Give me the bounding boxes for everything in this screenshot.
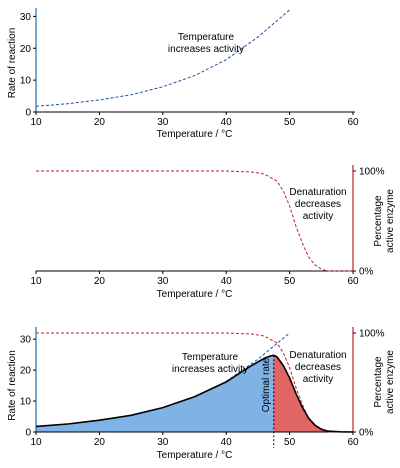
annotation-line-1: Denaturation	[289, 187, 346, 198]
y-axis-title-line-2: active enzyme	[385, 189, 396, 253]
x-tick-label: 50	[284, 437, 296, 448]
y-axis-title-right-line-1: Percentage	[373, 356, 384, 408]
x-axis-title: Temperature / °C	[157, 450, 233, 461]
fill-increasing-activity	[36, 355, 274, 432]
x-tick-label: 20	[94, 276, 106, 287]
annotation-line-2: decreases	[295, 199, 341, 210]
x-tick-label: 30	[157, 117, 169, 128]
annotation-left-line-1: Temperature	[182, 352, 239, 363]
annotation-line-2: increases activity	[168, 44, 244, 55]
y-tick-label: 10	[20, 76, 32, 87]
x-tick-label: 40	[221, 437, 233, 448]
x-tick-label: 10	[30, 117, 42, 128]
x-tick-label: 40	[221, 276, 233, 287]
y-tick-label: 30	[20, 12, 32, 23]
x-tick-label: 60	[347, 276, 359, 287]
y-axis-title-right-line-2: active enzyme	[385, 350, 396, 414]
y-tick-label: 20	[20, 366, 32, 377]
y-tick-label: 30	[20, 335, 32, 346]
x-tick-label: 60	[347, 437, 359, 448]
optimal-rate-label: Optimal rate	[261, 357, 272, 412]
y-tick-label-right: 100%	[359, 329, 385, 340]
rate-series-line	[35, 9, 290, 107]
y-tick-label: 10	[20, 397, 32, 408]
y-tick-label: 0%	[359, 267, 374, 278]
x-tick-label: 60	[347, 117, 359, 128]
x-tick-label: 20	[94, 437, 106, 448]
y-tick-label: 20	[20, 44, 32, 55]
annotation-right-line-3: activity	[303, 374, 334, 385]
y-axis-title-line-1: Percentage	[373, 195, 384, 247]
x-tick-label: 20	[94, 117, 106, 128]
fill-denaturation	[273, 355, 353, 432]
enzyme-chart: 0% 100% 10 20 30 40 50 60 Temperature / °C Percen…	[30, 165, 396, 300]
annotation-line-3: activity	[303, 211, 334, 222]
y-tick-label: 100%	[359, 167, 385, 178]
rate-reference-line	[225, 332, 290, 382]
overall-rate-line	[35, 354, 354, 433]
x-axis-title: Temperature / °C	[157, 129, 233, 140]
x-tick-label: 40	[221, 117, 233, 128]
x-axis-title: Temperature / °C	[157, 289, 233, 300]
annotation-left-line-2: increases activity	[172, 364, 248, 375]
y-tick-label: 0	[25, 108, 31, 119]
x-tick-label: 30	[157, 437, 169, 448]
x-tick-label: 50	[284, 276, 296, 287]
enzyme-series-line	[36, 170, 353, 272]
x-tick-label: 50	[284, 117, 296, 128]
x-tick-label: 30	[157, 276, 169, 287]
annotation-right-line-2: decreases	[295, 362, 341, 373]
annotation-right-line-1: Denaturation	[289, 350, 346, 361]
y-tick-label: 0	[25, 428, 31, 439]
x-tick-label: 10	[30, 276, 42, 287]
y-axis-title-left: Rate of reaction	[7, 350, 18, 421]
x-tick-label: 10	[30, 437, 42, 448]
y-axis-title: Rate of reaction	[7, 28, 18, 99]
y-tick-label-right: 0%	[359, 428, 374, 439]
annotation-line-1: Temperature	[178, 32, 235, 43]
